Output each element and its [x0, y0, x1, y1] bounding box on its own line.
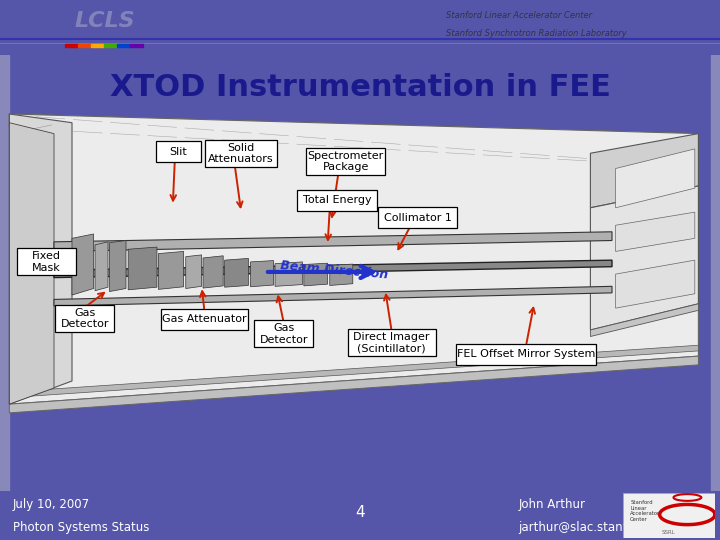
Bar: [91, 44, 104, 47]
FancyBboxPatch shape: [17, 248, 76, 275]
Text: XTOD Instrumentation in FEE: XTOD Instrumentation in FEE: [109, 73, 611, 102]
Text: Gas
Detector: Gas Detector: [259, 323, 308, 345]
Text: FEL Offset Mirror System: FEL Offset Mirror System: [456, 349, 595, 360]
Bar: [0, 55, 9, 491]
Text: Collimator 1: Collimator 1: [384, 213, 451, 223]
Bar: [65, 44, 78, 47]
Polygon shape: [590, 133, 698, 208]
Text: Solid
Attenuators: Solid Attenuators: [208, 143, 274, 165]
Text: July 10, 2007: July 10, 2007: [13, 498, 90, 511]
Polygon shape: [590, 304, 698, 336]
Polygon shape: [616, 260, 695, 308]
FancyBboxPatch shape: [378, 207, 457, 228]
Text: Gas
Detector: Gas Detector: [60, 308, 109, 329]
Polygon shape: [54, 286, 612, 306]
Text: Stanford Linear Accelerator Center: Stanford Linear Accelerator Center: [446, 11, 593, 20]
FancyBboxPatch shape: [348, 329, 436, 356]
Polygon shape: [158, 252, 184, 289]
Text: Gas Attenuator: Gas Attenuator: [162, 314, 247, 325]
Polygon shape: [304, 263, 328, 286]
Polygon shape: [9, 356, 698, 413]
Polygon shape: [9, 114, 698, 168]
Polygon shape: [186, 255, 202, 288]
Text: LCLS: LCLS: [74, 11, 135, 31]
Text: Beam Direction: Beam Direction: [279, 259, 388, 281]
FancyBboxPatch shape: [161, 309, 248, 330]
Polygon shape: [9, 114, 72, 404]
Text: jarthur@slac.stanford.edu: jarthur@slac.stanford.edu: [518, 521, 672, 534]
Text: Fixed
Mask: Fixed Mask: [32, 251, 60, 273]
FancyBboxPatch shape: [55, 305, 114, 332]
Polygon shape: [616, 212, 695, 252]
Bar: [711, 55, 720, 491]
Polygon shape: [275, 262, 302, 286]
Polygon shape: [9, 123, 54, 404]
Text: Photon Systems Status: Photon Systems Status: [13, 521, 149, 534]
Bar: [117, 44, 130, 47]
FancyBboxPatch shape: [297, 190, 377, 211]
Polygon shape: [128, 247, 157, 290]
Text: Spectrometer
Package: Spectrometer Package: [307, 151, 384, 172]
Text: Total Energy: Total Energy: [302, 195, 372, 205]
Polygon shape: [72, 234, 94, 295]
Text: 4: 4: [355, 505, 365, 519]
Polygon shape: [203, 256, 223, 288]
Text: Direct Imager
(Scintillator): Direct Imager (Scintillator): [354, 332, 430, 353]
Polygon shape: [251, 261, 274, 287]
Text: John Arthur: John Arthur: [518, 498, 585, 511]
FancyBboxPatch shape: [205, 140, 277, 167]
Polygon shape: [330, 264, 353, 286]
Bar: [78, 44, 91, 47]
Text: Slit: Slit: [170, 146, 187, 157]
Polygon shape: [9, 114, 698, 404]
Bar: [104, 44, 117, 47]
FancyBboxPatch shape: [156, 141, 201, 162]
FancyBboxPatch shape: [254, 320, 313, 347]
Polygon shape: [54, 232, 612, 252]
FancyBboxPatch shape: [456, 344, 596, 365]
Polygon shape: [225, 259, 248, 287]
Text: SSRL: SSRL: [662, 530, 676, 535]
Polygon shape: [9, 345, 698, 397]
Polygon shape: [590, 186, 698, 330]
Polygon shape: [95, 242, 108, 291]
Polygon shape: [54, 260, 612, 278]
Bar: [130, 44, 143, 47]
FancyBboxPatch shape: [306, 148, 385, 175]
Polygon shape: [616, 149, 695, 208]
Text: Stanford
Linear
Accelerator
Center: Stanford Linear Accelerator Center: [630, 500, 660, 522]
Text: Stanford Synchrotron Radiation Laboratory: Stanford Synchrotron Radiation Laborator…: [446, 29, 627, 38]
Polygon shape: [109, 240, 126, 292]
